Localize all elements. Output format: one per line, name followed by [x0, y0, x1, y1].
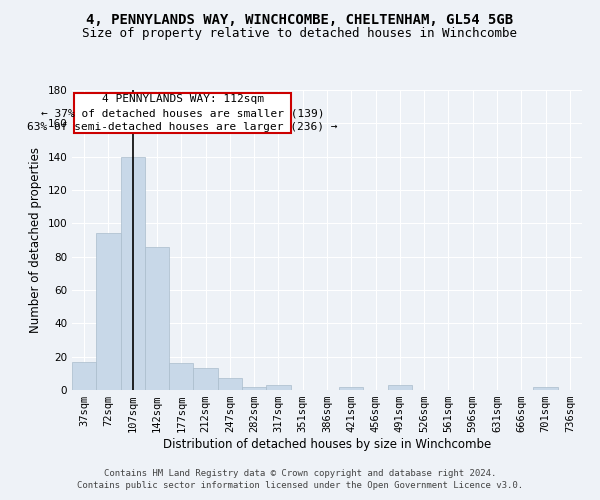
Text: 4 PENNYLANDS WAY: 112sqm
← 37% of detached houses are smaller (139)
63% of semi-: 4 PENNYLANDS WAY: 112sqm ← 37% of detach…: [27, 94, 338, 132]
Bar: [242, 386, 266, 390]
Bar: [533, 386, 558, 390]
Bar: [388, 385, 412, 390]
Bar: [193, 368, 218, 390]
Bar: [72, 362, 96, 390]
X-axis label: Distribution of detached houses by size in Winchcombe: Distribution of detached houses by size …: [163, 438, 491, 451]
Bar: [218, 378, 242, 390]
Bar: [96, 234, 121, 390]
Bar: [266, 385, 290, 390]
Bar: [169, 364, 193, 390]
Text: 4, PENNYLANDS WAY, WINCHCOMBE, CHELTENHAM, GL54 5GB: 4, PENNYLANDS WAY, WINCHCOMBE, CHELTENHA…: [86, 12, 514, 26]
Bar: [121, 156, 145, 390]
Text: Size of property relative to detached houses in Winchcombe: Size of property relative to detached ho…: [83, 28, 517, 40]
Y-axis label: Number of detached properties: Number of detached properties: [29, 147, 42, 333]
Bar: [339, 386, 364, 390]
Text: Contains HM Land Registry data © Crown copyright and database right 2024.
Contai: Contains HM Land Registry data © Crown c…: [77, 469, 523, 490]
Bar: [145, 246, 169, 390]
FancyBboxPatch shape: [74, 94, 290, 134]
